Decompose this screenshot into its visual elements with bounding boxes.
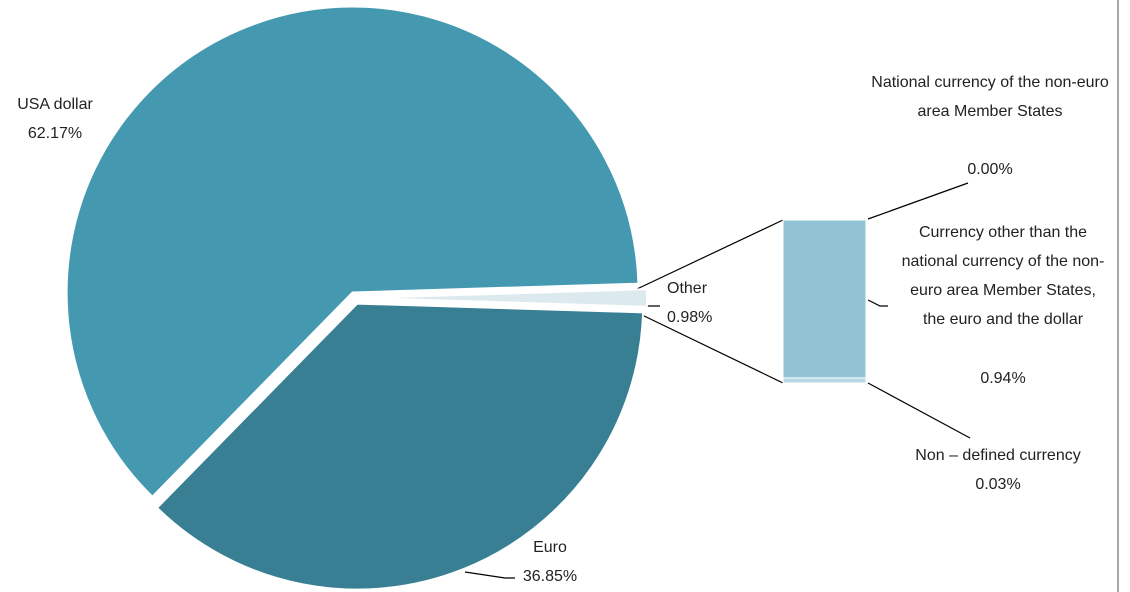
connector (636, 219, 784, 290)
slice-value: 62.17% (27, 125, 83, 142)
leader-line (464, 571, 515, 579)
leader-line (867, 182, 969, 220)
bar-label: Non – defined currency (915, 447, 1081, 464)
slice-value: 36.85% (522, 568, 578, 585)
bar-value: 0.00% (967, 161, 1013, 178)
bar-segment (782, 377, 867, 384)
pie-slice (360, 288, 648, 308)
bar-label: Currency other than the national currenc… (901, 224, 1105, 328)
bar-segment (782, 219, 867, 379)
slice-label: USA dollar (17, 96, 93, 113)
slice-label: Euro (533, 539, 567, 556)
pie-slice (65, 5, 640, 499)
leader-lines (464, 182, 971, 579)
bar-value: 0.94% (980, 370, 1026, 387)
connector (639, 313, 784, 384)
pie-slice (155, 302, 645, 591)
leader-line (867, 382, 971, 439)
slice-value: 0.98% (667, 309, 713, 326)
slice-label: Other (667, 280, 708, 297)
bar-label: National currency of the non-euro area M… (871, 74, 1109, 120)
bar-value: 0.03% (975, 476, 1021, 493)
leader-line (867, 299, 888, 307)
